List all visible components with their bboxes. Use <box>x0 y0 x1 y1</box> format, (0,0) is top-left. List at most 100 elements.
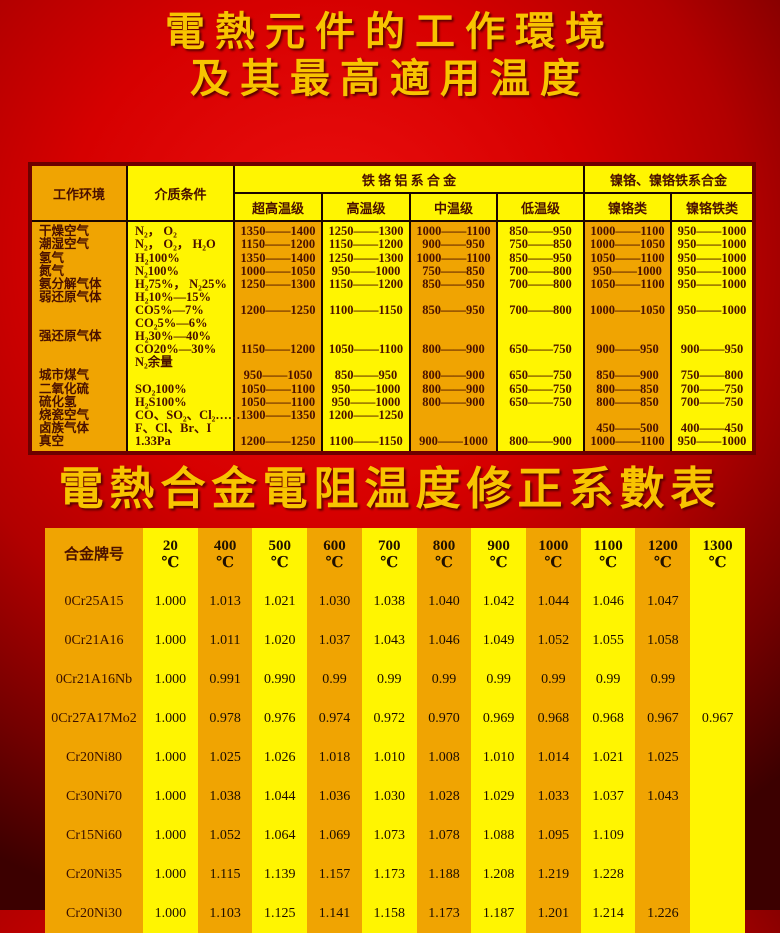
env-cell-line: 强还原气体 <box>39 329 102 344</box>
env-cell-line: 800——900 <box>422 342 485 357</box>
coef-value-cell: 1.058 <box>635 621 691 661</box>
coef-header-alloy: 合金牌号 <box>45 528 143 583</box>
coef-value-cell: 1.052 <box>526 621 581 661</box>
coef-value-cell: 1.226 <box>635 894 691 933</box>
env-cell-line: 真空 <box>39 433 65 448</box>
env-table-body-row: 干燥空气 潮湿空气 氢气 氮气 氨分解气体 弱还原气体 强还原气体 城市煤气 二氧化硫 硫化氢… <box>29 220 756 454</box>
coef-value-cell: 0.99 <box>471 660 527 700</box>
celsius-unit: ℃ <box>434 555 453 572</box>
coef-value-cell: 0.978 <box>197 699 253 739</box>
env-cell-line: 1000——1050 <box>590 302 666 317</box>
coef-temp-value: 1200 <box>647 538 678 555</box>
coef-value-cell: 1.043 <box>635 777 691 817</box>
alloy-name-cell: Cr30Ni70 <box>45 777 143 817</box>
coef-temp-header: 20 ℃ <box>143 528 198 583</box>
coef-value-cell: 1.000 <box>143 660 198 700</box>
coef-value-cell <box>690 660 745 700</box>
env-cell-line: 700——800 <box>509 302 572 317</box>
coef-value-cell: 1.103 <box>197 894 253 933</box>
coef-value-cell: 1.055 <box>580 621 636 661</box>
coef-temp-value: 1000 <box>538 538 569 555</box>
coef-value-cell <box>690 894 745 933</box>
env-cell-line: 1100——1150 <box>329 433 403 448</box>
env-grade-header: 高温级 <box>321 192 411 223</box>
coef-value-cell: 1.052 <box>197 816 253 856</box>
coef-value-cell <box>690 816 745 856</box>
coef-value-cell: 1.030 <box>307 582 362 622</box>
coef-value-cell: 1.078 <box>416 816 472 856</box>
env-grade-header: 镍铬铁类 <box>670 192 756 223</box>
env-cell-line: 800——900 <box>422 381 485 396</box>
env-column-cell: 1000——1100 900——950 1000——1100 750——850 850—… <box>409 220 498 454</box>
env-cell-line: 950——1000 <box>677 237 747 252</box>
coef-temp-header: 800 ℃ <box>416 528 472 583</box>
celsius-unit: ℃ <box>544 555 563 572</box>
env-grade-header: 超高温级 <box>233 192 323 223</box>
coef-temp-header: 500 ℃ <box>252 528 308 583</box>
coef-value-cell: 1.029 <box>471 777 527 817</box>
coef-value-cell: 1.208 <box>471 855 527 895</box>
env-cell-line: H₂75%， N₂25% <box>135 276 227 291</box>
coef-value-cell: 1.069 <box>307 816 362 856</box>
env-cell-line: 1300——1350 <box>240 407 316 422</box>
coef-value-cell: 1.173 <box>361 855 417 895</box>
env-cell-line: 950——1050 <box>243 368 313 383</box>
env-cell-line: 750——850 <box>509 237 572 252</box>
coef-value-cell: 1.038 <box>197 777 253 817</box>
env-cell-line: N₂， O₂， H₂O <box>135 237 216 252</box>
env-cell-line <box>676 291 748 304</box>
env-cell-line: 弱还原气体 <box>39 289 102 304</box>
env-cell-line <box>327 422 405 435</box>
alloy-name-cell: 0Cr21A16Nb <box>45 660 143 700</box>
env-cell-line: 1050——1100 <box>590 276 665 291</box>
env-column-cell: 干燥空气 潮湿空气 氢气 氮气 氨分解气体 弱还原气体 强还原气体 城市煤气 二氧化硫 硫化氢… <box>29 220 128 454</box>
coef-value-cell: 0.970 <box>416 699 472 739</box>
coef-temp-value: 400 <box>213 538 237 555</box>
env-cell-line: 700——750 <box>680 394 744 409</box>
coef-table-row: Cr20Ni35 1.000 1.115 1.139 1.157 1.173 1.188 1.… <box>45 855 745 895</box>
env-cell-line: SO₂100% <box>135 381 187 396</box>
env-cell-line: 800——850 <box>596 381 659 396</box>
env-cell-line: 1200——1250 <box>240 433 316 448</box>
coef-value-cell: 1.044 <box>526 582 581 622</box>
env-cell-line: 950——1000 <box>677 250 747 265</box>
coef-value-cell: 1.037 <box>580 777 636 817</box>
alloy-name-cell: 0Cr27A17Mo2 <box>45 699 143 739</box>
coef-value-cell: 1.000 <box>143 582 198 622</box>
coef-value-cell: 1.000 <box>143 777 198 817</box>
env-cell-line: 氢气 <box>39 250 65 265</box>
coef-value-cell <box>690 855 745 895</box>
coef-temp-header: 700 ℃ <box>361 528 417 583</box>
coef-value-cell: 1.030 <box>361 777 417 817</box>
alloy-name-cell: Cr20Ni35 <box>45 855 143 895</box>
env-cell-line: H₂S100% <box>135 394 187 409</box>
env-cell-line: H₂100% <box>135 250 180 265</box>
coef-value-cell <box>690 777 745 817</box>
coef-value-cell: 1.037 <box>307 621 362 661</box>
env-cell-line: 950——1000 <box>677 224 747 239</box>
coef-value-cell: 1.040 <box>416 582 472 622</box>
coef-value-cell: 1.088 <box>471 816 527 856</box>
coef-temp-value: 800 <box>432 538 456 555</box>
env-cell-line: 卤族气体 <box>39 420 90 435</box>
coef-table-row: Cr20Ni30 1.000 1.103 1.125 1.141 1.158 1.173 1.… <box>45 894 745 933</box>
env-group-header-row: 工作环境 介质条件 铁 铬 铝 系 合 金 镍铬、镍铬铁系合金 <box>29 163 756 223</box>
coef-temp-value: 20 <box>162 538 178 555</box>
env-cell-line: 1.33Pa <box>135 433 171 448</box>
coef-table-body: 0Cr25A15 1.000 1.013 1.021 1.030 1.038 1.040 1.… <box>45 582 745 933</box>
env-cell-line: 1250——1300 <box>328 250 404 265</box>
env-cell-line <box>36 343 122 356</box>
coef-value-cell: 1.044 <box>252 777 308 817</box>
coef-value-cell: 0.99 <box>635 660 691 700</box>
env-cell-line: 650——750 <box>509 368 572 383</box>
coef-table-row: 0Cr25A15 1.000 1.013 1.021 1.030 1.038 1.040 1.… <box>45 582 745 622</box>
coef-value-cell: 1.013 <box>197 582 253 622</box>
coef-value-cell: 1.188 <box>416 855 472 895</box>
env-cell-line: 950——1000 <box>677 263 747 278</box>
coef-value-cell: 0.974 <box>307 699 362 739</box>
env-cell-line: 650——750 <box>509 342 572 357</box>
coef-value-cell: 0.967 <box>635 699 691 739</box>
env-cell-line: 1000——1050 <box>240 263 316 278</box>
env-cell-line: 950——1000 <box>677 302 747 317</box>
env-cell-line <box>589 291 666 304</box>
